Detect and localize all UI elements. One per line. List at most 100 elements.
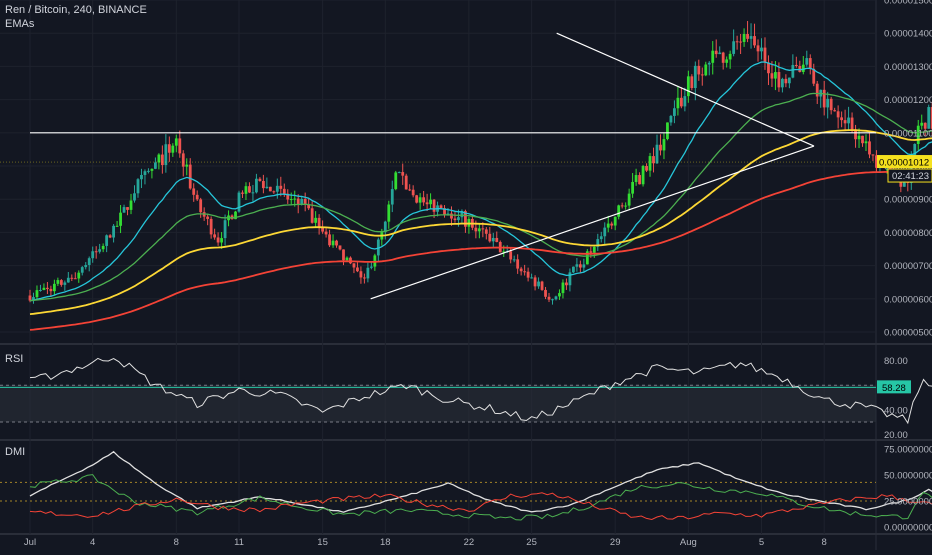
indicator-label-emas[interactable]: EMAs xyxy=(5,18,35,30)
candle-down[interactable] xyxy=(875,155,878,168)
candle-down[interactable] xyxy=(735,41,739,43)
candle-up[interactable] xyxy=(293,198,297,200)
candle-up[interactable] xyxy=(63,282,67,285)
candle-up[interactable] xyxy=(429,199,432,205)
candle-down[interactable] xyxy=(610,223,614,226)
candle-up[interactable] xyxy=(572,266,575,273)
candle-up[interactable] xyxy=(864,141,868,144)
candle-up[interactable] xyxy=(781,78,784,88)
candle-up[interactable] xyxy=(902,180,906,187)
candle-down[interactable] xyxy=(439,205,443,209)
candle-down[interactable] xyxy=(784,78,788,84)
candle-down[interactable] xyxy=(279,185,283,189)
candle-up[interactable] xyxy=(171,145,175,153)
candle-up[interactable] xyxy=(98,249,102,252)
candle-down[interactable] xyxy=(324,231,328,235)
candle-up[interactable] xyxy=(300,198,304,205)
candle-up[interactable] xyxy=(397,172,401,174)
candle-down[interactable] xyxy=(714,50,718,55)
candle-up[interactable] xyxy=(366,267,370,279)
candle-up[interactable] xyxy=(105,235,109,246)
candle-up[interactable] xyxy=(157,154,161,163)
candle-up[interactable] xyxy=(686,76,690,97)
candle-down[interactable] xyxy=(192,188,196,195)
dmi-line-di[interactable] xyxy=(29,474,932,521)
candle-down[interactable] xyxy=(195,194,199,200)
candle-down[interactable] xyxy=(422,197,426,203)
candle-down[interactable] xyxy=(652,156,655,164)
candle-down[interactable] xyxy=(746,34,749,39)
candle-up[interactable] xyxy=(728,53,732,60)
candle-up[interactable] xyxy=(554,296,558,300)
candle-down[interactable] xyxy=(401,172,405,176)
candle-down[interactable] xyxy=(868,141,871,155)
candle-down[interactable] xyxy=(425,202,429,205)
ema-line[interactable] xyxy=(29,129,932,315)
candle-up[interactable] xyxy=(627,193,631,206)
candle-up[interactable] xyxy=(927,107,931,129)
candle-up[interactable] xyxy=(558,293,561,297)
candle-up[interactable] xyxy=(174,138,178,146)
price-pane[interactable] xyxy=(0,20,932,331)
candle-up[interactable] xyxy=(791,64,795,78)
candle-down[interactable] xyxy=(850,117,854,130)
candle-up[interactable] xyxy=(91,251,95,259)
candle-up[interactable] xyxy=(693,65,697,89)
candle-up[interactable] xyxy=(582,264,586,268)
candle-up[interactable] xyxy=(742,34,746,42)
candle-down[interactable] xyxy=(547,296,551,300)
candle-up[interactable] xyxy=(143,171,147,175)
candle-up[interactable] xyxy=(52,283,56,292)
candle-down[interactable] xyxy=(286,193,290,200)
candle-down[interactable] xyxy=(126,207,129,210)
candle-down[interactable] xyxy=(258,178,262,182)
candle-down[interactable] xyxy=(721,52,725,63)
candle-down[interactable] xyxy=(443,208,446,215)
candle-up[interactable] xyxy=(676,97,680,109)
candle-down[interactable] xyxy=(519,268,523,272)
candle-up[interactable] xyxy=(387,204,391,222)
candle-up[interactable] xyxy=(801,64,805,72)
candle-down[interactable] xyxy=(578,264,582,268)
candle-up[interactable] xyxy=(805,58,809,65)
candle-up[interactable] xyxy=(129,200,133,210)
candle-up[interactable] xyxy=(251,192,255,194)
ema-line[interactable] xyxy=(29,61,932,302)
candle-up[interactable] xyxy=(66,277,70,283)
candle-up[interactable] xyxy=(255,178,258,193)
candle-down[interactable] xyxy=(812,68,816,84)
price-axis[interactable]: 0.00001500 0.00001400 0.00001300 0.00001200… xyxy=(877,0,932,533)
candle-down[interactable] xyxy=(833,110,837,112)
candle-down[interactable] xyxy=(28,295,32,301)
candle-down[interactable] xyxy=(411,189,415,196)
candle-down[interactable] xyxy=(589,251,593,253)
candle-down[interactable] xyxy=(526,271,530,278)
candle-down[interactable] xyxy=(73,278,77,280)
candle-up[interactable] xyxy=(673,108,676,116)
candle-down[interactable] xyxy=(199,199,203,213)
candle-down[interactable] xyxy=(404,175,408,190)
candle-up[interactable] xyxy=(331,240,335,246)
candle-down[interactable] xyxy=(495,237,499,242)
candle-up[interactable] xyxy=(718,52,722,55)
time-axis[interactable]: Jul 4 8 11 15 18 22 25 29 Aug 5 8 xyxy=(24,537,827,548)
candle-down[interactable] xyxy=(94,251,98,253)
candle-down[interactable] xyxy=(516,259,520,269)
candle-down[interactable] xyxy=(474,227,478,232)
candle-down[interactable] xyxy=(484,229,488,234)
candle-up[interactable] xyxy=(617,205,621,217)
candle-up[interactable] xyxy=(223,220,227,239)
candle-up[interactable] xyxy=(669,115,673,123)
candle-up[interactable] xyxy=(275,185,279,192)
candle-up[interactable] xyxy=(641,165,645,185)
candle-up[interactable] xyxy=(666,122,669,140)
trendline-support[interactable] xyxy=(370,145,815,300)
candle-up[interactable] xyxy=(136,179,140,194)
candle-down[interactable] xyxy=(342,249,345,261)
candle-up[interactable] xyxy=(394,172,398,190)
candle-down[interactable] xyxy=(836,111,840,118)
candle-down[interactable] xyxy=(46,287,49,289)
candle-down[interactable] xyxy=(540,281,544,290)
candle-down[interactable] xyxy=(282,188,286,194)
candle-down[interactable] xyxy=(432,199,436,212)
